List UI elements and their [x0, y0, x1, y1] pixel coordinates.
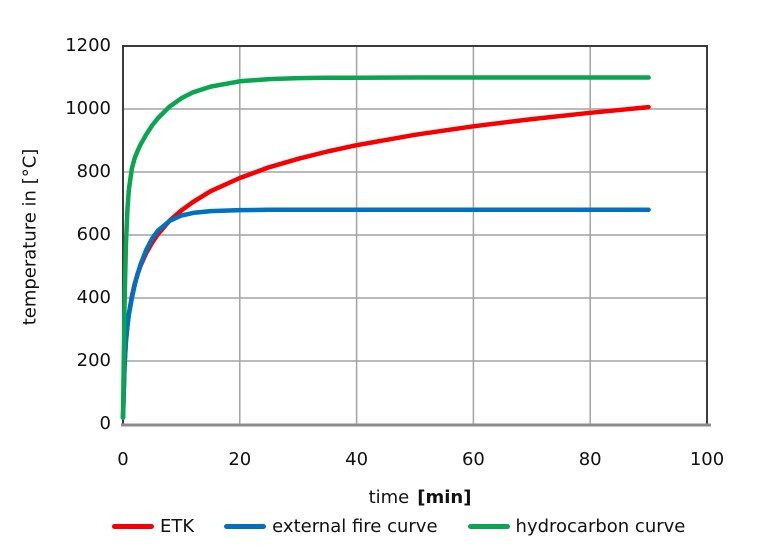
legend-swatch-external-fire-curve — [224, 524, 267, 529]
x-axis-title-text: time — [368, 487, 410, 508]
legend-swatch-hydrocarbon-curve — [467, 524, 510, 529]
y-tick-label-800: 800 — [76, 161, 111, 183]
legend-label-etk: ETK — [160, 516, 195, 537]
y-tick-label-1200: 1200 — [65, 35, 111, 57]
legend-swatch-etk — [112, 524, 154, 529]
series-line-hydrocarbon-curve — [120, 75, 651, 420]
y-tick-label-400: 400 — [76, 287, 111, 309]
x-tick-label-100: 100 — [689, 449, 725, 470]
y-tick-label-0: 0 — [99, 413, 111, 435]
series-line-external-fire-curve — [120, 207, 651, 420]
legend-label-external-fire-curve: external fire curve — [272, 516, 438, 537]
legend-item-etk: ETK — [112, 516, 194, 537]
chart-legend: ETK external fire curve hydrocarbon curve — [112, 516, 685, 537]
y-tick-label-200: 200 — [76, 350, 111, 372]
x-tick-label-40: 40 — [345, 449, 369, 470]
y-tick-label-1000: 1000 — [65, 98, 111, 120]
series-line-etk — [120, 104, 651, 420]
y-tick-label-600: 600 — [76, 224, 111, 246]
x-axis-title: time [min] — [369, 487, 472, 508]
plot-border — [122, 45, 708, 424]
x-tick-label-20: 20 — [228, 449, 252, 470]
x-axis-title-unit: [min] — [417, 487, 472, 508]
x-tick-label-0: 0 — [117, 449, 129, 470]
legend-item-hydrocarbon-curve: hydrocarbon curve — [467, 516, 686, 537]
x-tick-label-80: 80 — [578, 449, 602, 470]
legend-label-hydrocarbon-curve: hydrocarbon curve — [515, 516, 686, 537]
x-tick-label-60: 60 — [461, 449, 485, 470]
legend-item-external-fire-curve: external fire curve — [224, 516, 438, 537]
